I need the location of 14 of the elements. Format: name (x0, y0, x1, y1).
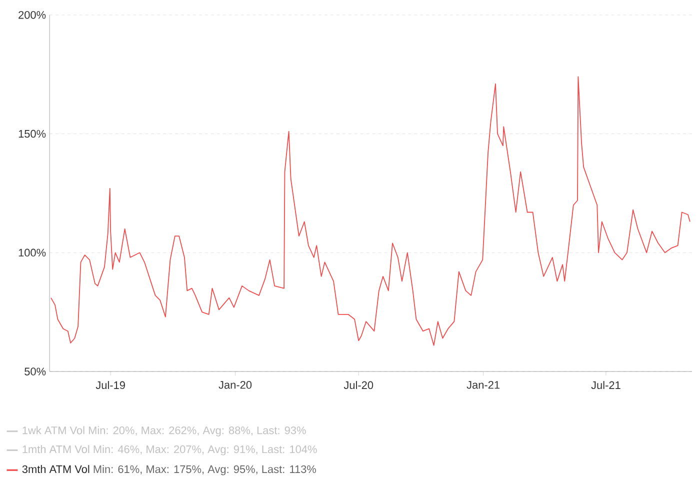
y-tick-label: 200% (18, 11, 46, 19)
text: Min: 61%, Max: 175%, Avg: 95%, Last: 113% (94, 464, 316, 476)
y-tick-label: 50% (24, 368, 46, 376)
y-tick-label: 150% (18, 130, 46, 138)
x-tick-label: Jul-20 (344, 380, 374, 390)
text: 1mth ATM Vol Min: 46%, Max: 207%, Avg: 91%, Last: 104% (22, 445, 317, 456)
x-tick-label: Jul-21 (591, 380, 620, 390)
text: 1wk ATM Vol Min: 20%, Max: 262%, Avg: 88%, Last: 93% (22, 426, 306, 436)
x-tick-label: Jul-19 (96, 380, 125, 390)
x-tick-label: Jan-20 (218, 380, 252, 389)
x-tick-label: Jan-21 (466, 380, 500, 389)
line-series (50, 76, 690, 346)
y-tick-label: 100% (18, 248, 46, 257)
legend-label: 3mth ATM Vol (22, 464, 90, 474)
